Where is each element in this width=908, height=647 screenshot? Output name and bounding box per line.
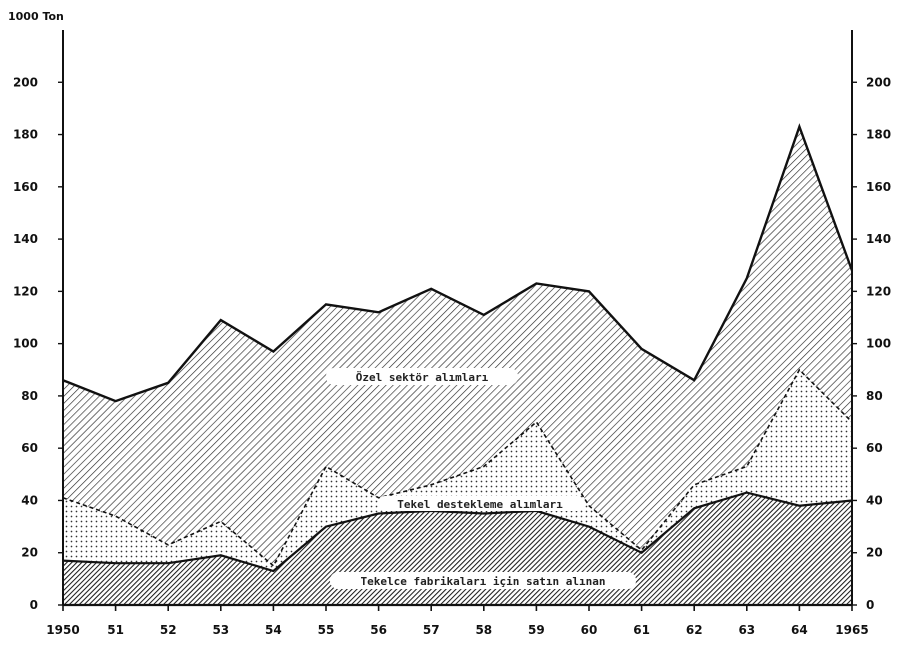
x-tick-label: 59 xyxy=(528,623,545,637)
y-tick-label-left: 140 xyxy=(13,232,38,246)
area-tekel-destekleme xyxy=(63,369,852,571)
x-tick-label: 57 xyxy=(423,623,440,637)
area-label-tekel-destekleme: Tekel destekleme alımları xyxy=(397,498,563,511)
y-tick-label-right: 0 xyxy=(866,598,874,612)
area-label-ozel-sektor: Özel sektör alımları xyxy=(356,370,489,384)
x-tick-label: 64 xyxy=(791,623,808,637)
area-label-ozel-group: Özel sektör alımları xyxy=(326,368,518,385)
tick-labels: 1950 51 52 53 54 55 56 57 58 59 60 61 62 63 64 1965 0 20 4… xyxy=(13,75,891,637)
y-unit-label: 1000 Ton xyxy=(8,10,64,23)
x-tick-label: 62 xyxy=(686,623,703,637)
x-tick-label: 55 xyxy=(318,623,335,637)
area-ozel-sektor xyxy=(63,126,852,566)
y-tick-label-left: 0 xyxy=(30,598,38,612)
x-tick-label: 56 xyxy=(370,623,387,637)
y-tick-label-left: 160 xyxy=(13,180,38,194)
x-tick-label: 60 xyxy=(581,623,598,637)
x-tick-label: 1965 xyxy=(835,623,868,637)
x-tick-label: 58 xyxy=(475,623,492,637)
line-total-top xyxy=(62,123,854,403)
line-destekleme-top xyxy=(62,368,853,568)
x-tick-label: 54 xyxy=(265,623,282,637)
x-tick-label: 1950 xyxy=(46,623,79,637)
x-tick-label: 52 xyxy=(160,623,177,637)
y-tick-label-left: 120 xyxy=(13,284,38,298)
x-tick-label: 51 xyxy=(107,623,124,637)
area-label-tekelce-fabrikalari: Tekelce fabrikaları için satın alınan xyxy=(360,575,605,588)
area-layers xyxy=(62,123,854,605)
area-label-destekleme-group: Tekel destekleme alımları xyxy=(378,496,584,511)
y-tick-label-right: 120 xyxy=(866,284,891,298)
axes xyxy=(58,30,857,611)
y-tick-label-right: 200 xyxy=(866,75,891,89)
x-tick-label: 53 xyxy=(212,623,229,637)
y-tick-label-right: 140 xyxy=(866,232,891,246)
y-tick-label-right: 80 xyxy=(866,389,883,403)
y-tick-label-right: 40 xyxy=(866,493,883,507)
y-tick-label-right: 160 xyxy=(866,180,891,194)
y-tick-label-right: 100 xyxy=(866,337,891,351)
y-tick-label-left: 100 xyxy=(13,337,38,351)
area-tekelce-fabrikalari xyxy=(63,492,852,605)
x-tick-label: 61 xyxy=(633,623,650,637)
y-tick-label-right: 20 xyxy=(866,546,883,560)
y-tick-label-left: 20 xyxy=(21,546,38,560)
y-tick-label-left: 60 xyxy=(21,441,38,455)
y-tick-label-right: 180 xyxy=(866,128,891,142)
line-tekelce-top xyxy=(62,491,853,573)
x-tick-label: 63 xyxy=(738,623,755,637)
area-label-tekelce-group: Tekelce fabrikaları için satın alınan xyxy=(330,572,636,589)
y-tick-label-right: 60 xyxy=(866,441,883,455)
y-tick-label-left: 200 xyxy=(13,75,38,89)
y-tick-label-left: 80 xyxy=(21,389,38,403)
y-tick-label-left: 180 xyxy=(13,128,38,142)
y-tick-label-left: 40 xyxy=(21,493,38,507)
